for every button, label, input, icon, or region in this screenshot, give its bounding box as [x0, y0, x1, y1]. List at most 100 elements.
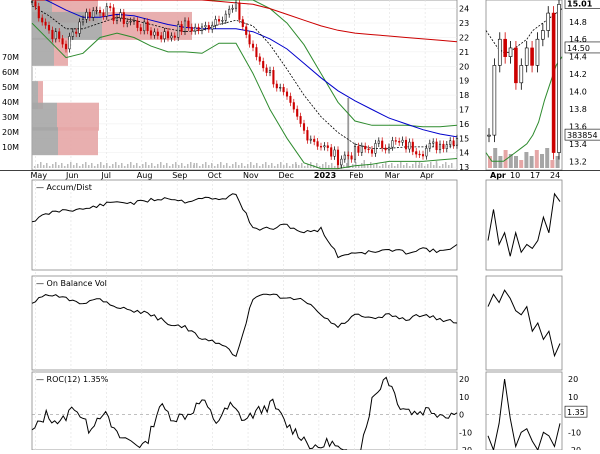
indicator-label: — On Balance Vol	[36, 279, 107, 288]
volume-tick-label: 60M	[2, 68, 19, 77]
moving-average-mid-line	[44, 0, 458, 138]
zoom-date-label: Apr	[490, 171, 506, 180]
price-tick-label: 16	[459, 120, 469, 129]
volume-bar	[55, 162, 57, 168]
zoom-candle-body	[541, 30, 545, 40]
zoom-roc-tick-label: 20	[568, 375, 578, 384]
zoom-moving-average-line	[485, 8, 563, 53]
candle-body	[234, 2, 238, 9]
candle-body	[384, 147, 387, 151]
zoom-indicator-line	[487, 379, 561, 452]
candle-body	[350, 155, 353, 160]
candle-body	[391, 140, 394, 148]
zoom-volume-bar	[519, 160, 524, 168]
candle-body	[217, 19, 221, 22]
candle-body	[367, 148, 370, 151]
zoom-volume-bar	[508, 154, 513, 168]
volume-bar	[43, 165, 45, 168]
candle-body	[136, 20, 139, 28]
candle-body	[81, 19, 85, 23]
volume-bar	[400, 162, 402, 168]
volume-bar	[46, 163, 48, 168]
candle-body	[132, 20, 136, 22]
volume-by-price-down-bar	[58, 127, 98, 156]
zoom-candle-body	[524, 47, 529, 66]
candle-body	[398, 140, 401, 143]
volume-tick-label: 30M	[2, 113, 19, 122]
candle-body	[394, 140, 397, 142]
candle-body	[343, 154, 346, 160]
roc-value-marker-box	[564, 405, 588, 418]
zoom-volume-bar	[503, 150, 508, 168]
volume-bar	[412, 164, 414, 168]
volume-bar	[268, 165, 270, 168]
candle-body	[255, 47, 258, 58]
volume-bar	[226, 163, 228, 168]
volume-bar	[253, 165, 255, 168]
volume-bar	[382, 164, 384, 168]
candle-body	[180, 24, 183, 32]
volume-bar	[175, 162, 177, 168]
candle-body	[364, 145, 367, 150]
zoom-bollinger-line	[485, 56, 563, 162]
volume-bar	[148, 165, 150, 168]
volume-bar	[220, 162, 222, 168]
candle-body	[95, 9, 98, 12]
volume-bar	[139, 166, 141, 168]
roc-tick-label: -10	[459, 428, 472, 437]
zoom-candle-body	[514, 47, 518, 84]
volume-bar	[247, 164, 249, 168]
zoom-candle-body	[551, 12, 556, 153]
panel-frame	[31, 179, 458, 271]
candle-body	[44, 21, 47, 26]
candle-body	[421, 154, 425, 157]
volume-bar	[181, 163, 183, 168]
zoom-price-tick-label: 14.4	[569, 53, 587, 62]
volume-bar	[202, 164, 204, 168]
zoom-indicator-line	[487, 192, 561, 257]
zoom-roc-tick-label: 10	[568, 393, 578, 402]
candle-body	[347, 154, 350, 157]
zoom-date-label: 10	[510, 171, 520, 180]
month-label: Jul	[100, 171, 111, 180]
volume-bar	[445, 162, 447, 168]
candle-body	[221, 20, 224, 22]
volume-bar	[91, 163, 93, 168]
volume-bar	[385, 162, 387, 168]
volume-bar	[151, 163, 153, 168]
candle-body	[92, 10, 95, 18]
volume-bar	[109, 166, 111, 168]
zoom-candle-body	[497, 38, 502, 66]
zoom-candle-body	[546, 12, 551, 31]
volume-bar	[217, 164, 219, 168]
candle-body	[336, 149, 340, 166]
volume-bar	[187, 164, 189, 168]
volume-bar	[277, 164, 279, 168]
candle-body	[112, 7, 115, 21]
zoom-candle-body	[535, 38, 540, 66]
volume-bar	[304, 166, 306, 168]
volume-bar	[250, 162, 252, 168]
candle-body	[323, 145, 326, 148]
candle-body	[228, 8, 231, 15]
volume-bar	[160, 162, 162, 168]
indicator-line	[31, 376, 458, 454]
candle-body	[61, 38, 64, 45]
volume-bar	[229, 166, 231, 168]
zoom-candle-body	[492, 65, 497, 136]
volume-bar	[259, 166, 261, 168]
volume-bar	[292, 164, 294, 168]
volume-bar	[166, 163, 168, 168]
volume-bar	[433, 165, 435, 168]
volume-bar	[271, 163, 273, 168]
volume-bar	[118, 165, 120, 168]
candle-body	[306, 130, 309, 141]
candle-body	[265, 67, 268, 73]
candle-body	[204, 25, 207, 28]
candle-body	[54, 31, 57, 40]
candle-body	[299, 116, 302, 124]
volume-bar	[142, 164, 144, 168]
volume-bar	[205, 162, 207, 168]
indicator-line	[31, 293, 458, 358]
